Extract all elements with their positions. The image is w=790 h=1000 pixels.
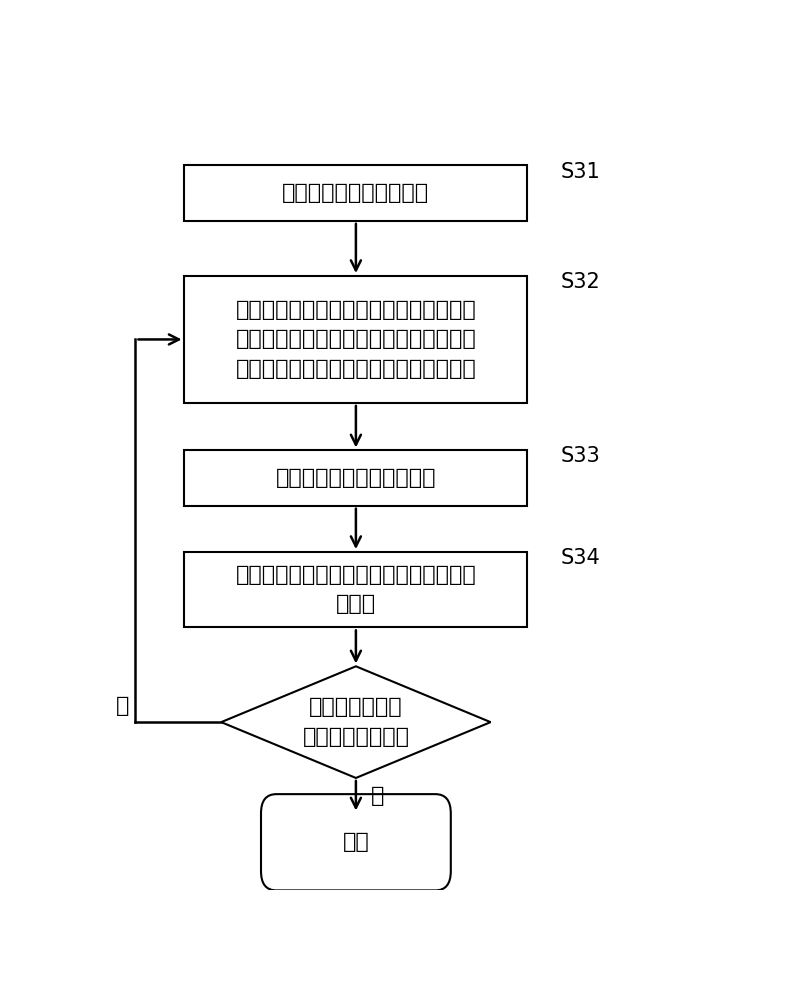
FancyBboxPatch shape: [184, 552, 528, 627]
Text: 计算出每个阵元的补偿相位: 计算出每个阵元的补偿相位: [276, 468, 436, 488]
Text: 根据校准配平表中的数值对各阵元进行相
位配平: 根据校准配平表中的数值对各阵元进行相 位配平: [235, 565, 476, 614]
FancyBboxPatch shape: [184, 276, 528, 403]
Text: 是: 是: [371, 786, 385, 806]
Text: S31: S31: [561, 162, 600, 182]
Polygon shape: [221, 666, 491, 778]
Text: 否: 否: [116, 696, 130, 716]
FancyBboxPatch shape: [184, 450, 528, 506]
Text: 各通道口径面处
的相位达到一致？: 各通道口径面处 的相位达到一致？: [303, 697, 409, 747]
Text: 计算每个阵元的入射相位: 计算每个阵元的入射相位: [282, 183, 430, 203]
Text: S32: S32: [561, 272, 600, 292]
Text: 采用外置馈源对反射式相控阵天线的反射
面进行偏馈辐射馈电，通过测试探头采集
经过反射面的各个阵元反射回的辐射信号: 采用外置馈源对反射式相控阵天线的反射 面进行偏馈辐射馈电，通过测试探头采集 经过…: [235, 300, 476, 379]
FancyBboxPatch shape: [184, 165, 528, 221]
Text: S33: S33: [561, 446, 600, 466]
Text: S34: S34: [561, 548, 600, 568]
Text: 结束: 结束: [343, 832, 369, 852]
FancyBboxPatch shape: [261, 794, 451, 890]
